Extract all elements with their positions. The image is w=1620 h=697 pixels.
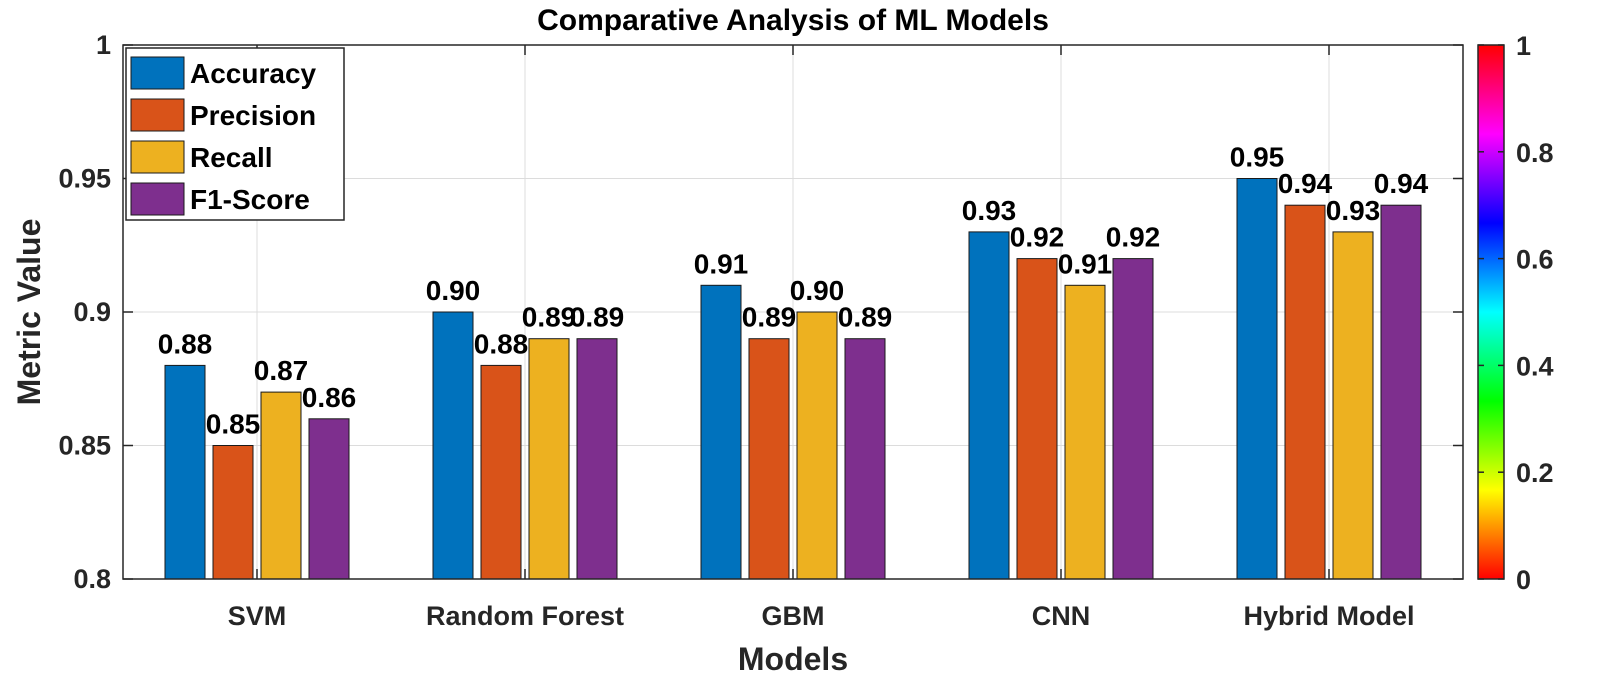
bar-accuracy bbox=[164, 364, 206, 580]
chart-title: Comparative Analysis of ML Models bbox=[537, 4, 1049, 37]
legend-entry: Recall bbox=[190, 142, 273, 173]
colorbar-tick-label: 0.6 bbox=[1516, 245, 1554, 275]
data-label: 0.89 bbox=[742, 302, 797, 333]
data-label: 0.89 bbox=[570, 302, 625, 333]
y-tick-label: 0.95 bbox=[58, 164, 111, 194]
bar-precision bbox=[748, 338, 790, 580]
data-label: 0.86 bbox=[302, 382, 357, 413]
legend-swatch bbox=[130, 56, 185, 90]
y-tick-label: 1 bbox=[96, 30, 111, 60]
y-axis-label: Metric Value bbox=[11, 219, 47, 406]
bar-accuracy bbox=[1236, 178, 1278, 580]
legend-entry: F1-Score bbox=[190, 184, 310, 215]
bar-recall bbox=[260, 391, 302, 580]
colorbar-tick-label: 0.8 bbox=[1516, 138, 1554, 168]
bar-accuracy bbox=[432, 311, 474, 580]
data-label: 0.90 bbox=[790, 275, 845, 306]
y-tick-label: 0.85 bbox=[58, 431, 111, 461]
bar-accuracy bbox=[700, 284, 742, 580]
y-tick-label: 0.9 bbox=[73, 297, 111, 327]
colorbar-tick-label: 0.4 bbox=[1516, 351, 1554, 381]
legend-entry: Accuracy bbox=[190, 58, 317, 89]
legend-swatch bbox=[130, 98, 185, 132]
legend-swatch bbox=[130, 140, 185, 174]
data-label: 0.91 bbox=[1058, 248, 1113, 279]
data-labels-layer: 0.880.900.910.930.950.850.880.890.920.94… bbox=[158, 142, 1429, 440]
colorbar-tick-label: 0.2 bbox=[1516, 458, 1554, 488]
data-label: 0.91 bbox=[694, 248, 749, 279]
data-label: 0.93 bbox=[962, 195, 1017, 226]
bars-layer bbox=[164, 178, 1422, 580]
bar-f1-score bbox=[576, 338, 618, 580]
data-label: 0.88 bbox=[474, 328, 529, 359]
bar-f1-score bbox=[1380, 204, 1422, 580]
legend-entry: Precision bbox=[190, 100, 316, 131]
bar-recall bbox=[1064, 284, 1106, 580]
y-tick-label: 0.8 bbox=[73, 564, 111, 594]
x-tick-label: SVM bbox=[228, 601, 287, 631]
colorbar-gradient bbox=[1477, 44, 1505, 580]
data-label: 0.87 bbox=[254, 355, 309, 386]
data-label: 0.88 bbox=[158, 328, 213, 359]
bar-precision bbox=[480, 364, 522, 580]
data-label: 0.92 bbox=[1106, 222, 1161, 253]
colorbar-tick-label: 0 bbox=[1516, 565, 1531, 595]
bar-precision bbox=[212, 445, 254, 580]
x-axis-label: Models bbox=[738, 641, 848, 677]
bar-recall bbox=[1332, 231, 1374, 580]
colorbar: 0 0.2 0.4 0.6 0.8 1 bbox=[1477, 31, 1554, 595]
legend-swatch bbox=[130, 182, 185, 216]
data-label: 0.94 bbox=[1374, 168, 1429, 199]
bar-f1-score bbox=[844, 338, 886, 580]
legend: Accuracy Precision Recall F1-Score bbox=[125, 47, 345, 221]
data-label: 0.89 bbox=[838, 302, 893, 333]
data-label: 0.92 bbox=[1010, 222, 1065, 253]
data-label: 0.89 bbox=[522, 302, 577, 333]
ticks-layer: 0.8 0.85 0.9 0.95 1 SVM Random Forest GBM CNN Hyb… bbox=[58, 30, 1463, 631]
bar-precision bbox=[1016, 258, 1058, 580]
x-tick-label: GBM bbox=[762, 601, 825, 631]
x-tick-label: Hybrid Model bbox=[1243, 601, 1414, 631]
data-label: 0.93 bbox=[1326, 195, 1381, 226]
x-tick-label: CNN bbox=[1032, 601, 1091, 631]
data-label: 0.85 bbox=[206, 409, 261, 440]
x-tick-label: Random Forest bbox=[426, 601, 624, 631]
data-label: 0.94 bbox=[1278, 168, 1333, 199]
bar-f1-score bbox=[1112, 258, 1154, 580]
bar-recall bbox=[796, 311, 838, 580]
colorbar-tick-label: 1 bbox=[1516, 31, 1531, 61]
bar-f1-score bbox=[308, 418, 350, 580]
data-label: 0.95 bbox=[1230, 142, 1285, 173]
data-label: 0.90 bbox=[426, 275, 481, 306]
bar-recall bbox=[528, 338, 570, 580]
bar-accuracy bbox=[968, 231, 1010, 580]
bar-precision bbox=[1284, 204, 1326, 580]
